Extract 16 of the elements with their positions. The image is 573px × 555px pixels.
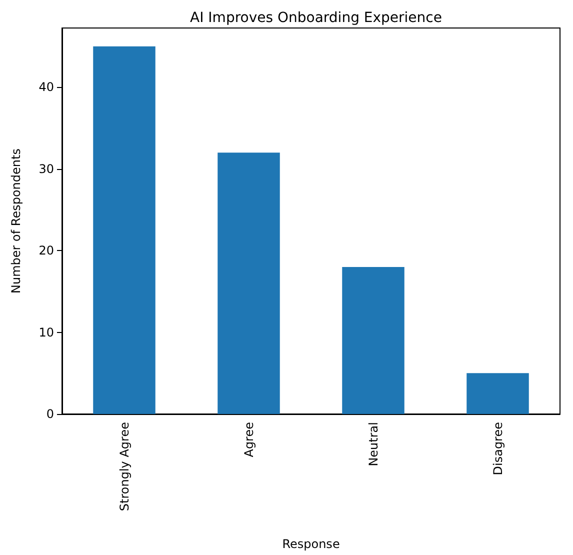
- x-tick-label: Disagree: [490, 422, 505, 476]
- y-tick-label: 0: [46, 407, 54, 421]
- bar: [342, 266, 404, 414]
- y-axis-title: Number of Respondents: [9, 148, 23, 294]
- x-axis-title: Response: [282, 537, 340, 551]
- y-tick-label: 30: [38, 162, 54, 176]
- x-tick-label: Neutral: [366, 422, 380, 466]
- y-tick-label: 10: [38, 325, 54, 340]
- x-tick-label: Strongly Agree: [117, 422, 132, 512]
- bar: [466, 373, 529, 414]
- chart-title: AI Improves Onboarding Experience: [190, 10, 442, 26]
- y-tick-label: 40: [38, 80, 54, 94]
- x-tick-label: Agree: [242, 422, 256, 458]
- bar: [93, 46, 156, 414]
- bar: [218, 152, 280, 414]
- y-tick-label: 20: [38, 244, 54, 258]
